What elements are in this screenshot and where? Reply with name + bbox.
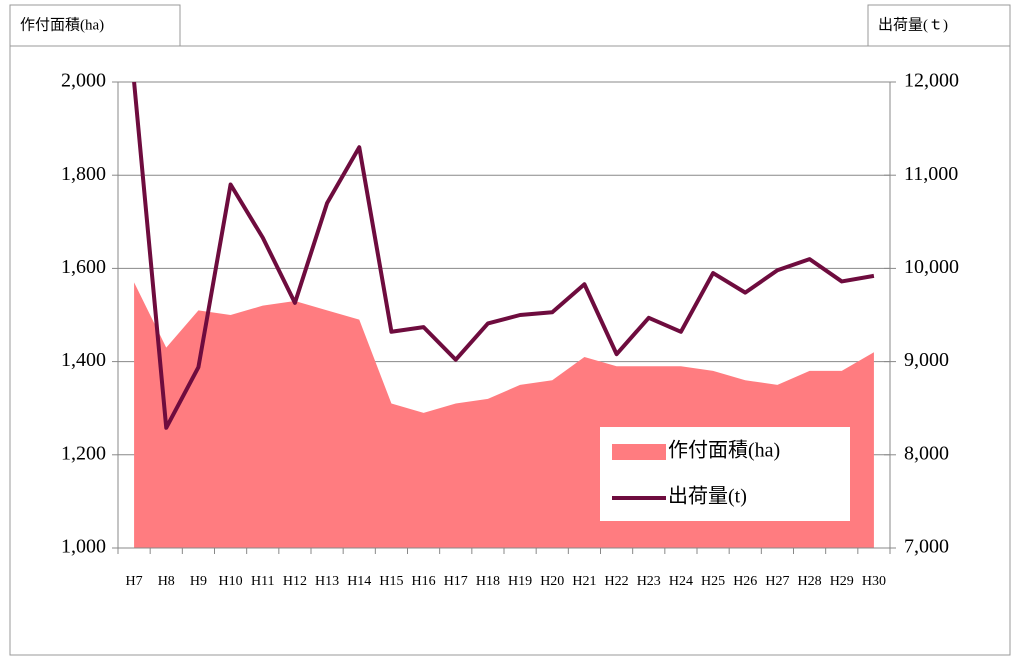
- y-tick-label: 1,800: [61, 163, 106, 185]
- y-axis-label: 作付面積(ha): [20, 16, 104, 33]
- x-tick-label: H29: [830, 574, 854, 589]
- x-tick-label: H9: [190, 574, 207, 589]
- x-tick-label: H19: [508, 574, 532, 589]
- x-tick-label: H13: [315, 574, 339, 589]
- x-tick-label: H30: [862, 574, 886, 589]
- y2-tick-label: 12,000: [904, 70, 959, 92]
- x-tick-label: H28: [798, 574, 822, 589]
- legend-label: 作付面積(ha): [668, 439, 780, 462]
- y-tick-label: 2,000: [61, 70, 106, 92]
- y2-tick-label: 8,000: [904, 442, 949, 464]
- x-tick-label: H27: [765, 574, 789, 589]
- x-tick-label: H23: [637, 574, 661, 589]
- y-tick-label: 1,000: [61, 536, 106, 558]
- x-tick-label: H25: [701, 574, 725, 589]
- y2-tick-label: 10,000: [904, 256, 959, 278]
- x-tick-label: H10: [219, 574, 243, 589]
- legend-swatch: [612, 444, 666, 460]
- y-tick-label: 1,400: [61, 349, 106, 371]
- x-tick-label: H26: [733, 574, 757, 589]
- x-tick-label: H18: [476, 574, 500, 589]
- x-tick-label: H21: [572, 574, 596, 589]
- x-tick-label: H11: [251, 574, 275, 589]
- y-label-box: [9, 4, 181, 47]
- y2-tick-label: 11,000: [904, 163, 958, 185]
- x-tick-label: H12: [283, 574, 307, 589]
- x-tick-label: H15: [379, 574, 403, 589]
- line: [132, 81, 875, 430]
- y2-tick-label: 7,000: [904, 536, 949, 558]
- legend-box: [600, 427, 850, 521]
- x-tick-label: H20: [540, 574, 564, 589]
- x-tick-label: H22: [605, 574, 629, 589]
- y2-axis-label: 出荷量(ｔ): [878, 16, 948, 33]
- x-tick-label: H14: [347, 574, 371, 589]
- x-tick-label: H17: [444, 574, 468, 589]
- x-tick-label: H7: [126, 574, 143, 589]
- x-tick-label: H24: [669, 574, 693, 589]
- y2-label-box: [867, 4, 1011, 47]
- x-tick-label: H16: [412, 574, 436, 589]
- legend-label: 出荷量(t): [668, 485, 747, 508]
- y2-tick-label: 9,000: [904, 349, 949, 371]
- y-tick-label: 1,600: [61, 256, 106, 278]
- x-tick-label: H8: [158, 574, 175, 589]
- y-tick-label: 1,200: [61, 442, 106, 464]
